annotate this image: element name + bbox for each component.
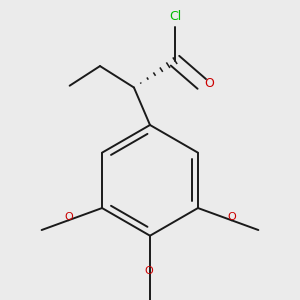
Text: O: O [205,77,214,90]
Text: Cl: Cl [169,10,181,23]
Text: O: O [227,212,236,222]
Text: O: O [64,212,73,222]
Text: O: O [144,266,153,276]
